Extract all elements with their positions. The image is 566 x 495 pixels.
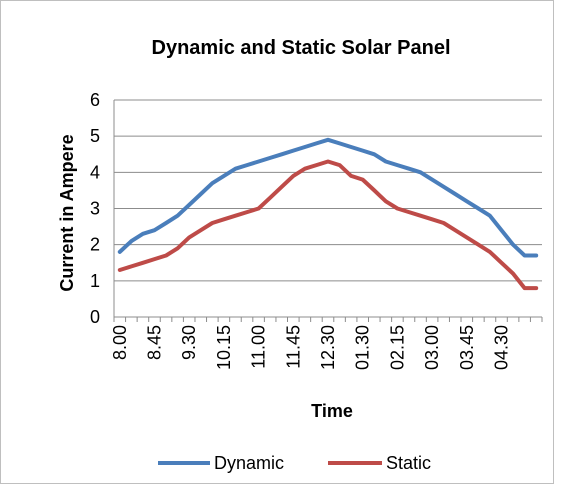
x-tick-label: 03.45 <box>457 325 477 370</box>
line-chart: Dynamic and Static Solar Panel 0 1 2 3 4 5 6 8… <box>57 37 543 473</box>
y-tick-label: 4 <box>90 162 100 182</box>
x-tick-label: 12.30 <box>318 325 338 370</box>
x-tick-label: 01.30 <box>353 325 373 370</box>
y-tick-label: 6 <box>90 90 100 110</box>
gridlines <box>114 99 542 282</box>
x-tick-label: 03.00 <box>422 325 442 370</box>
x-tick-label: 9.30 <box>179 325 199 360</box>
legend-label-static: Static <box>386 453 431 473</box>
x-tick-label: 11.45 <box>283 325 303 369</box>
x-tick-labels: 8.00 8.45 9.30 10.15 11.00 11.45 12.30 01.30 02.… <box>110 325 512 370</box>
series-line-static <box>117 159 539 291</box>
legend-label-dynamic: Dynamic <box>214 453 284 473</box>
series-line-dynamic <box>117 137 539 258</box>
y-tick-label: 0 <box>90 307 100 327</box>
y-tick-label: 3 <box>90 199 100 219</box>
chart-area: Dynamic and Static Solar Panel 0 1 2 3 4 5 6 8… <box>0 0 554 484</box>
y-tick-label: 2 <box>90 235 100 255</box>
legend: Dynamic Static <box>158 453 431 473</box>
axes <box>113 100 543 322</box>
chart-title: Dynamic and Static Solar Panel <box>152 37 451 59</box>
x-tick-label: 11.00 <box>249 325 269 369</box>
y-tick-labels: 0 1 2 3 4 5 6 <box>90 90 100 327</box>
x-tick-label: 10.15 <box>214 325 234 370</box>
x-axis-title: Time <box>311 401 353 421</box>
x-tick-label: 04.30 <box>492 325 512 370</box>
y-tick-label: 5 <box>90 126 100 146</box>
x-tick-label: 8.45 <box>144 325 164 360</box>
x-tick-label: 02.15 <box>387 325 407 370</box>
x-tick-label: 8.00 <box>110 325 130 360</box>
series-lines <box>117 137 539 291</box>
y-axis-title: Current in Ampere <box>57 134 77 291</box>
y-tick-label: 1 <box>90 271 100 291</box>
